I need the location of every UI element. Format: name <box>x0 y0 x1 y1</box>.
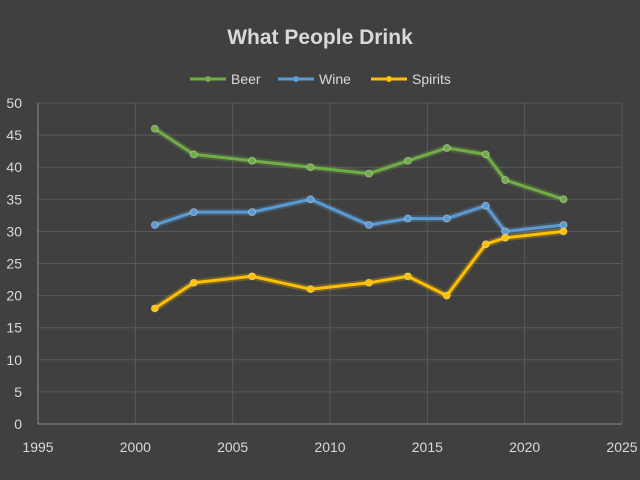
data-point-beer[interactable] <box>442 143 451 152</box>
y-tick-label: 35 <box>6 191 22 207</box>
legend-marker <box>386 76 392 82</box>
legend-item-spirits[interactable]: Spirits <box>371 71 451 87</box>
data-point-wine[interactable] <box>189 208 198 217</box>
series-beer <box>150 124 568 204</box>
data-point-wine[interactable] <box>306 195 315 204</box>
series-glow-beer <box>151 125 568 203</box>
y-tick-label: 40 <box>6 159 22 175</box>
data-point-beer[interactable] <box>559 195 568 204</box>
chart-title: What People Drink <box>227 26 413 49</box>
series-line-wine <box>153 197 566 233</box>
data-point-spirits[interactable] <box>306 285 315 294</box>
series-line-spirits <box>153 229 566 310</box>
legend-label: Wine <box>319 71 351 87</box>
y-tick-label: 0 <box>14 416 22 432</box>
legend-marker <box>205 76 211 82</box>
data-point-beer[interactable] <box>248 156 257 165</box>
legend-marker <box>293 76 299 82</box>
legend[interactable]: Beer Wine Spirits <box>190 71 451 87</box>
data-point-wine[interactable] <box>481 201 490 210</box>
x-tick-label: 2020 <box>509 439 540 455</box>
data-point-spirits[interactable] <box>248 272 257 281</box>
data-point-spirits[interactable] <box>189 278 198 287</box>
series-line-beer <box>153 127 566 201</box>
x-tick-label: 2000 <box>120 439 151 455</box>
y-tick-label: 25 <box>6 256 22 272</box>
data-point-beer[interactable] <box>150 124 159 133</box>
data-point-wine[interactable] <box>442 214 451 223</box>
data-point-spirits[interactable] <box>403 272 412 281</box>
y-tick-label: 5 <box>14 384 22 400</box>
y-tick-label: 15 <box>6 320 22 336</box>
legend-item-wine[interactable]: Wine <box>278 71 351 87</box>
data-point-wine[interactable] <box>403 214 412 223</box>
y-tick-label: 50 <box>6 95 22 111</box>
series-wine <box>150 195 568 236</box>
gridlines <box>38 102 623 424</box>
data-point-beer[interactable] <box>403 156 412 165</box>
data-point-beer[interactable] <box>306 163 315 172</box>
x-tick-label: 2010 <box>314 439 345 455</box>
data-point-beer[interactable] <box>501 176 510 185</box>
series-layer <box>150 124 568 313</box>
y-tick-label: 45 <box>6 127 22 143</box>
legend-item-beer[interactable]: Beer <box>190 71 261 87</box>
x-tick-label: 2005 <box>217 439 248 455</box>
data-point-beer[interactable] <box>481 150 490 159</box>
data-point-spirits[interactable] <box>501 233 510 242</box>
data-point-spirits[interactable] <box>150 304 159 313</box>
data-point-spirits[interactable] <box>481 240 490 249</box>
x-tick-label: 1995 <box>22 439 53 455</box>
legend-label: Spirits <box>412 71 451 87</box>
series-spirits <box>150 227 568 313</box>
data-point-beer[interactable] <box>189 150 198 159</box>
data-point-spirits[interactable] <box>364 278 373 287</box>
data-point-wine[interactable] <box>150 220 159 229</box>
y-tick-label: 20 <box>6 288 22 304</box>
x-tick-label: 2025 <box>606 439 637 455</box>
data-point-wine[interactable] <box>364 220 373 229</box>
data-point-spirits[interactable] <box>442 291 451 300</box>
data-point-spirits[interactable] <box>559 227 568 236</box>
data-point-wine[interactable] <box>248 208 257 217</box>
legend-label: Beer <box>231 71 261 87</box>
y-tick-label: 30 <box>6 223 22 239</box>
data-point-beer[interactable] <box>364 169 373 178</box>
x-tick-label: 2015 <box>412 439 443 455</box>
series-glow-spirits <box>151 227 568 312</box>
y-tick-label: 10 <box>6 352 22 368</box>
